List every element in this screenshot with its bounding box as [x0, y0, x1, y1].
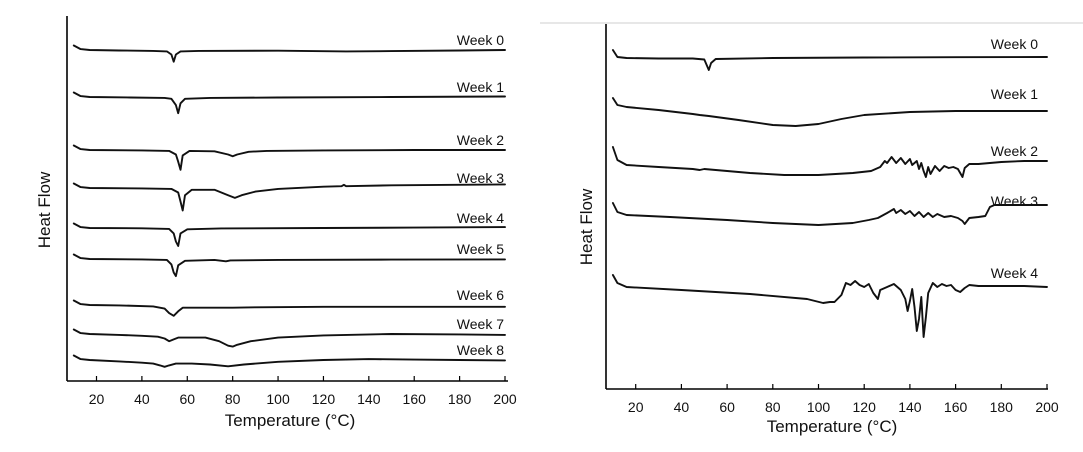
right-x-axis-label: Temperature (°C)	[767, 417, 898, 436]
left-series-labels: Week 0 Week 1 Week 2 Week 3 Week 4 Week 5 Week…	[457, 32, 504, 358]
right-series-line	[611, 146, 1048, 178]
left-series-label: Week 4	[457, 210, 504, 226]
left-series-label: Week 7	[457, 316, 504, 332]
right-x-tick-label: 160	[944, 399, 968, 415]
left-x-tick-label: 60	[179, 391, 195, 407]
right-x-tick-label: 180	[990, 399, 1014, 415]
right-curves	[611, 49, 1048, 338]
left-series-line	[72, 354, 506, 368]
right-series-label: Week 3	[991, 193, 1038, 209]
right-y-axis-label: Heat Flow	[577, 188, 596, 265]
left-series-label: Week 1	[457, 79, 504, 95]
left-series-line	[72, 91, 506, 115]
left-x-axis-label: Temperature (°C)	[225, 411, 356, 430]
right-series-line	[611, 97, 1048, 127]
left-series-label: Week 3	[457, 170, 504, 186]
left-series-line	[72, 222, 506, 247]
left-x-ticks: 20 40 60 80 100 120 140 160 180 200	[89, 376, 517, 407]
right-x-tick-label: 20	[628, 399, 644, 415]
left-series-line	[72, 182, 506, 212]
left-x-tick-label: 80	[225, 391, 241, 407]
left-x-tick-label: 200	[493, 391, 517, 407]
left-y-axis-label: Heat Flow	[35, 171, 54, 248]
right-x-tick-label: 140	[898, 399, 922, 415]
left-series-label: Week 5	[457, 241, 504, 257]
left-series-line	[72, 299, 506, 317]
right-x-tick-label: 60	[719, 399, 735, 415]
left-series-label: Week 2	[457, 132, 504, 148]
right-series-label: Week 4	[991, 265, 1038, 281]
right-x-ticks: 20 40 60 80 100 120 140 160 180 200	[628, 384, 1059, 415]
left-series-line	[72, 328, 506, 348]
left-x-tick-label: 20	[89, 391, 105, 407]
right-series-line	[611, 274, 1048, 338]
right-series-labels: Week 0 Week 1 Week 2 Week 3 Week 4	[991, 36, 1038, 281]
right-series-label: Week 2	[991, 143, 1038, 159]
left-x-tick-label: 100	[266, 391, 290, 407]
right-x-tick-label: 100	[807, 399, 831, 415]
left-series-label: Week 8	[457, 342, 504, 358]
right-x-tick-label: 80	[765, 399, 781, 415]
left-x-tick-label: 140	[357, 391, 381, 407]
left-series-label: Week 0	[457, 32, 504, 48]
right-x-tick-label: 40	[674, 399, 690, 415]
left-curves	[72, 44, 506, 368]
left-x-tick-label: 180	[448, 391, 472, 407]
right-series-label: Week 0	[991, 36, 1038, 52]
left-series-line	[72, 44, 506, 63]
right-series-label: Week 1	[991, 86, 1038, 102]
left-x-tick-label: 40	[134, 391, 150, 407]
right-series-line	[611, 202, 1048, 226]
left-x-tick-label: 120	[312, 391, 336, 407]
left-x-tick-label: 160	[403, 391, 427, 407]
right-series-line	[611, 49, 1048, 71]
right-x-tick-label: 200	[1035, 399, 1059, 415]
left-series-line	[72, 144, 506, 171]
left-series-line	[72, 253, 506, 278]
right-x-tick-label: 120	[853, 399, 877, 415]
left-series-label: Week 6	[457, 287, 504, 303]
